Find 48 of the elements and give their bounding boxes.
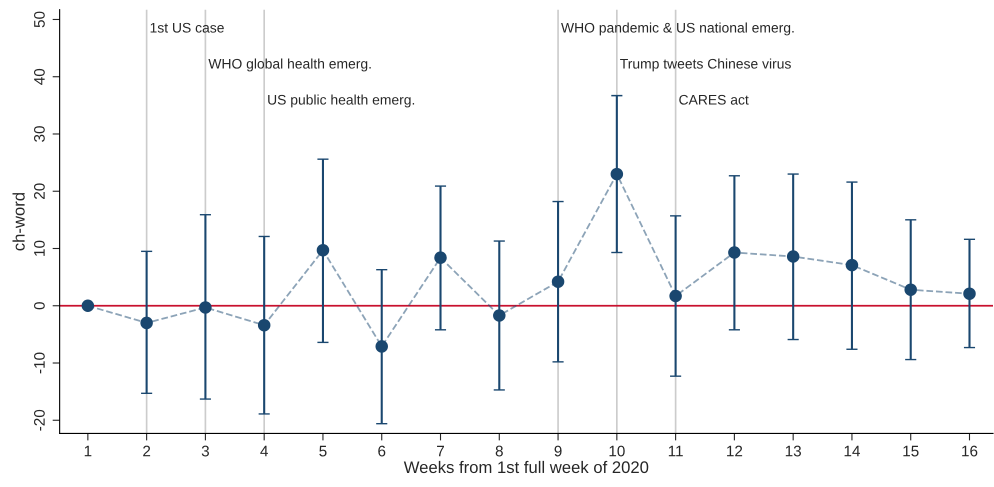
y-axis-title: ch-word — [12, 193, 25, 251]
x-tick-label: 3 — [202, 446, 209, 456]
ref-line-label: Trump tweets Chinese virus — [620, 58, 791, 72]
y-tick-label: 20 — [34, 183, 45, 199]
x-tick-label: 8 — [496, 446, 503, 456]
y-tick-label: -20 — [34, 410, 45, 431]
x-axis-title: Weeks from 1st full week of 2020 — [404, 460, 648, 474]
x-tick-label: 7 — [437, 446, 444, 456]
y-tick-label: 0 — [34, 302, 45, 310]
point — [846, 258, 858, 272]
x-tick-label: 1 — [84, 446, 92, 456]
x-tick-label: 16 — [962, 446, 978, 456]
x-tick-label: 14 — [844, 446, 860, 456]
y-tick-label: 10 — [34, 240, 45, 256]
ref-line-label: CARES act — [679, 94, 749, 105]
point — [493, 309, 506, 322]
ref-line-label: 1st US case — [150, 22, 224, 33]
y-tick-label: 40 — [34, 68, 45, 85]
point — [963, 287, 976, 300]
point — [904, 283, 917, 296]
x-tick-label: 2 — [143, 446, 150, 456]
point — [140, 316, 153, 330]
y-tick-label: -10 — [34, 352, 45, 374]
point — [610, 168, 624, 180]
x-tick-label: 5 — [319, 446, 327, 456]
x-tick-label: 15 — [903, 446, 919, 456]
x-tick-label: 10 — [610, 446, 625, 456]
y-tick-label: 30 — [34, 126, 45, 142]
x-tick-label: 11 — [668, 446, 683, 456]
point — [786, 250, 800, 263]
x-tick-label: 6 — [378, 446, 386, 456]
x-tick-label: 12 — [727, 446, 742, 456]
ref-line-label: WHO pandemic & US national emerg. — [561, 22, 794, 36]
point — [199, 301, 212, 314]
point — [434, 251, 447, 264]
point — [258, 318, 270, 332]
y-tick-label: 50 — [34, 12, 45, 28]
x-tick-label: 13 — [786, 446, 801, 456]
point — [316, 244, 330, 256]
ref-line-label: US public health emerg. — [268, 94, 414, 108]
point — [669, 290, 682, 302]
ref-line-label: WHO global health emerg. — [208, 58, 371, 72]
x-tick-label: 4 — [260, 446, 268, 456]
point — [728, 246, 741, 259]
point — [82, 300, 94, 312]
point — [375, 340, 388, 353]
point — [552, 275, 564, 288]
x-tick-label: 9 — [554, 446, 562, 456]
